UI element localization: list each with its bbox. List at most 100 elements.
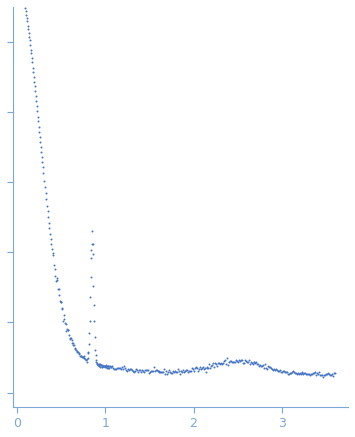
Point [245, 358, 251, 365]
Point [61, 316, 67, 323]
Point [88, 274, 93, 281]
Point [92, 334, 98, 341]
Point [150, 367, 155, 374]
Point [312, 368, 318, 375]
Point [155, 367, 160, 374]
Point [23, 7, 29, 14]
Point [23, 11, 29, 18]
Point [87, 293, 93, 300]
Point [36, 124, 42, 131]
Point [27, 33, 32, 40]
Point [98, 362, 104, 369]
Point [35, 113, 41, 120]
Point [56, 286, 61, 293]
Point [164, 368, 169, 375]
Point [306, 371, 312, 378]
Point [236, 356, 242, 363]
Point [131, 368, 137, 375]
Point [173, 368, 179, 375]
Point [195, 368, 201, 375]
Point [89, 241, 95, 248]
Point [325, 369, 331, 376]
Point [179, 368, 185, 375]
Point [298, 371, 304, 378]
Point [90, 251, 96, 258]
Point [279, 368, 285, 375]
Point [253, 359, 259, 366]
Point [231, 359, 237, 366]
Point [228, 357, 234, 364]
Point [253, 359, 258, 366]
Point [22, 0, 27, 6]
Point [105, 363, 111, 370]
Point [84, 358, 89, 365]
Point [276, 368, 282, 375]
Point [302, 370, 308, 377]
Point [300, 369, 305, 376]
Point [104, 364, 110, 371]
Point [38, 144, 44, 151]
Point [232, 359, 238, 366]
Point [57, 298, 63, 305]
Point [32, 78, 37, 85]
Point [213, 359, 218, 366]
Point [177, 370, 183, 377]
Point [209, 362, 215, 369]
Point [28, 49, 34, 56]
Point [301, 371, 306, 378]
Point [310, 370, 315, 377]
Point [215, 360, 221, 367]
Point [204, 364, 210, 371]
Point [43, 196, 49, 203]
Point [115, 365, 120, 372]
Point [151, 363, 157, 370]
Point [119, 365, 124, 372]
Point [47, 225, 52, 232]
Point [133, 366, 139, 373]
Point [160, 368, 166, 375]
Point [103, 363, 108, 370]
Point [45, 214, 51, 221]
Point [283, 369, 289, 376]
Point [318, 372, 324, 379]
Point [86, 330, 92, 337]
Point [274, 367, 280, 374]
Point [29, 55, 35, 62]
Point [123, 367, 129, 374]
Point [111, 365, 117, 372]
Point [54, 277, 60, 284]
Point [97, 361, 102, 368]
Point [37, 134, 43, 141]
Point [40, 169, 46, 176]
Point [26, 29, 32, 36]
Point [60, 317, 66, 324]
Point [304, 371, 309, 378]
Point [207, 361, 212, 368]
Point [126, 366, 132, 373]
Point [260, 362, 265, 369]
Point [47, 230, 53, 237]
Point [75, 347, 80, 354]
Point [286, 371, 291, 378]
Point [108, 364, 113, 371]
Point [84, 356, 90, 363]
Point [43, 190, 48, 197]
Point [66, 332, 72, 339]
Point [314, 370, 320, 377]
Point [39, 149, 44, 156]
Point [257, 362, 262, 369]
Point [137, 367, 143, 374]
Point [287, 370, 293, 377]
Point [251, 358, 256, 365]
Point [31, 69, 36, 76]
Point [103, 364, 109, 371]
Point [271, 366, 277, 373]
Point [220, 359, 226, 366]
Point [204, 365, 209, 372]
Point [290, 368, 295, 375]
Point [169, 369, 175, 376]
Point [94, 361, 100, 368]
Point [332, 370, 338, 377]
Point [223, 361, 229, 368]
Point [96, 361, 102, 368]
